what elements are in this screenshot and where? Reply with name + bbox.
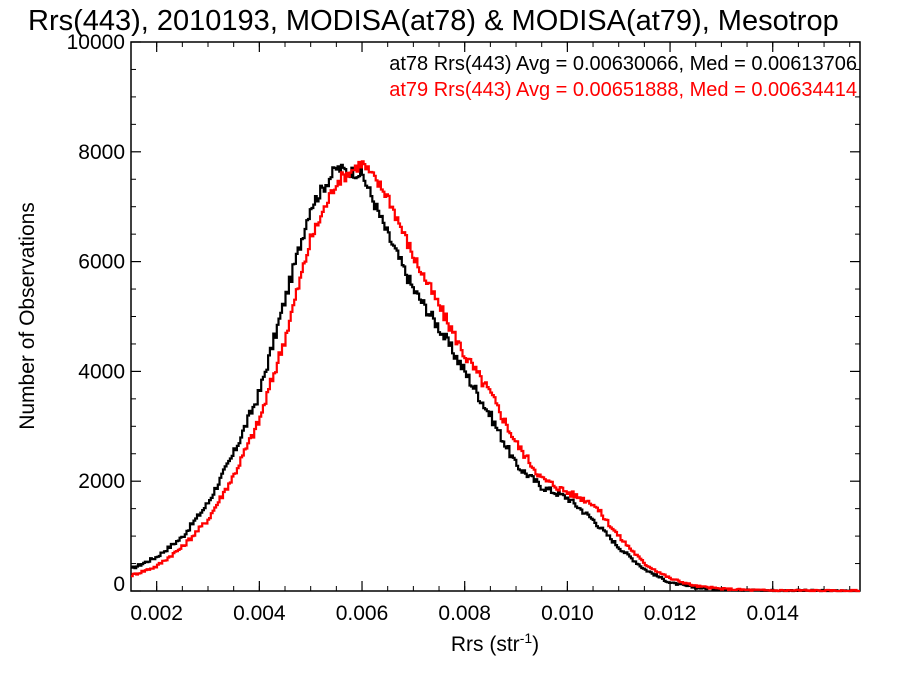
series-at78-line (131, 163, 860, 593)
y-tick-label: 10000 (67, 31, 125, 54)
series-group (131, 160, 860, 593)
y-tick-label: 0 (113, 573, 125, 596)
y-tick-label: 6000 (78, 251, 125, 274)
x-tick-label: 0.014 (746, 602, 799, 625)
legend-entry-at79: at79 Rrs(443) Avg = 0.00651888, Med = 0.… (389, 79, 857, 101)
x-tick-label: 0.004 (233, 602, 286, 625)
legend-entry-at78: at78 Rrs(443) Avg = 0.00630066, Med = 0.… (389, 53, 857, 75)
x-axis-label-superscript: -1 (520, 630, 533, 646)
x-axis-label-text: Rrs (str (451, 633, 520, 656)
y-axis-label: Number of Observations (16, 202, 39, 430)
y-tick-label: 4000 (78, 360, 125, 383)
y-axis: 0 2000 4000 6000 8000 10000 (67, 31, 860, 596)
x-tick-label: 0.002 (130, 602, 183, 625)
x-tick-label: 0.008 (438, 602, 491, 625)
x-tick-label: 0.010 (541, 602, 594, 625)
y-tick-label: 2000 (78, 470, 125, 493)
x-axis-label-close: ) (532, 633, 539, 656)
plot-frame (130, 41, 861, 592)
x-tick-label: 0.012 (644, 602, 697, 625)
y-tick-label: 8000 (78, 141, 125, 164)
x-tick-label: 0.006 (336, 602, 389, 625)
x-axis: 0.002 0.004 0.006 0.008 0.010 0.012 0.014 (130, 42, 851, 625)
series-at79-line (131, 160, 860, 593)
chart-title: Rrs(443), 2010193, MODISA(at78) & MODISA… (28, 5, 839, 37)
x-axis-label: Rrs (str-1) (451, 630, 539, 656)
